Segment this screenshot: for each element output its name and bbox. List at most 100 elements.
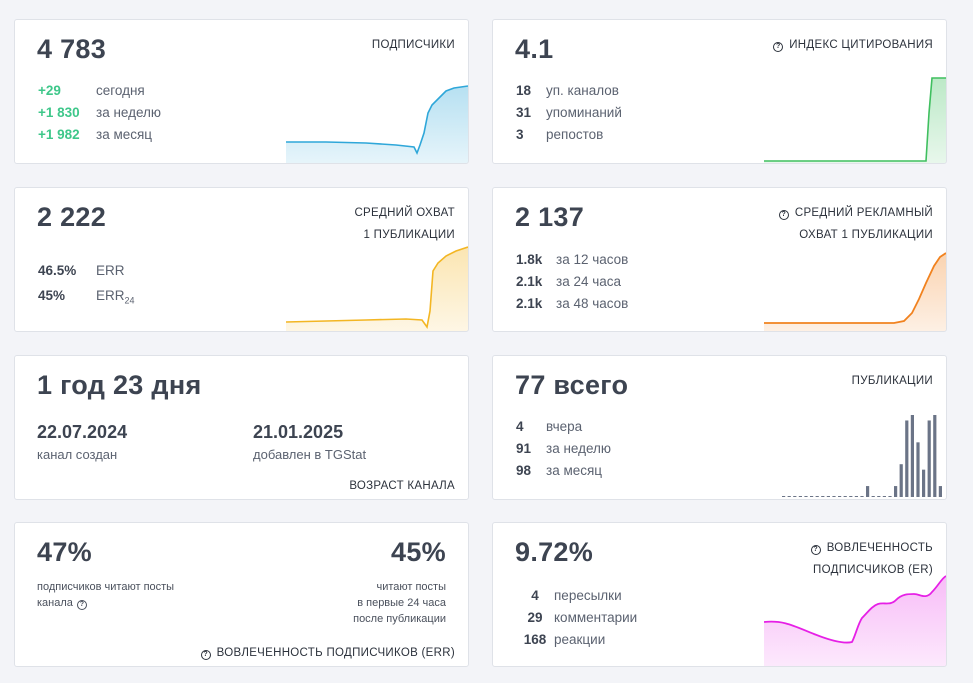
stat-comments: 29 комментарии xyxy=(516,607,637,629)
ad-reach-card[interactable]: 2 137 ? СРЕДНИЙ РЕКЛАМНЫЙ ОХВАТ 1 ПУБЛИКАЦ… xyxy=(492,187,947,332)
citation-index-card[interactable]: 4.1 ? ИНДЕКС ЦИТИРОВАНИЯ 18 уп. каналов 31… xyxy=(492,19,947,164)
publication-bar xyxy=(782,496,786,497)
stat-12h: 1.8k за 12 часов xyxy=(516,249,628,271)
stat-48h: 2.1k за 48 часов xyxy=(516,293,628,315)
publication-bar xyxy=(860,496,864,497)
subscribers-sparkline xyxy=(286,85,468,163)
stat-label: за месяц xyxy=(546,463,603,478)
err-card[interactable]: 47% 45% подписчиков читают посты канала? … xyxy=(14,522,469,667)
publication-bar xyxy=(905,420,909,497)
stat-value: 46.5% xyxy=(38,263,77,278)
publication-bar xyxy=(910,415,914,497)
stat-value: 18 xyxy=(516,83,532,98)
err-left-value: 47% xyxy=(37,537,92,567)
stat-value: 4 xyxy=(531,588,539,603)
stat-label: ERR24 xyxy=(96,288,135,306)
publication-bar xyxy=(787,496,791,497)
subscribers-count: 4 783 xyxy=(37,34,107,64)
stat-label: репостов xyxy=(546,127,604,142)
stat-label: за месяц xyxy=(96,127,153,142)
publication-bar xyxy=(843,496,847,497)
stat-value: 2.1k xyxy=(516,274,543,289)
publication-bar xyxy=(894,486,898,497)
stat-week: 91 за неделю xyxy=(516,438,611,460)
stat-value: 31 xyxy=(516,105,532,120)
added-date: 21.01.2025 xyxy=(253,422,344,442)
publication-bar xyxy=(804,496,808,497)
stat-value: 168 xyxy=(523,632,547,647)
stat-channels: 18 уп. каналов xyxy=(516,80,619,102)
err-right-text: читают посты в первые 24 часа после публик… xyxy=(353,581,446,625)
publication-bar xyxy=(838,496,842,497)
created-label: канал создан xyxy=(37,447,118,462)
help-icon[interactable]: ? xyxy=(778,210,789,220)
engagement-card[interactable]: 9.72% ? ВОВЛЕЧЕННОСТЬ ПОДПИСЧИКОВ (ER) 4 пе… xyxy=(492,522,947,667)
publication-bar xyxy=(871,496,875,497)
citation-caption: ? ИНДЕКС ЦИТИРОВАНИЯ xyxy=(773,34,933,56)
stat-value: 98 xyxy=(516,463,532,478)
publication-bar xyxy=(810,496,814,497)
stat-label: пересылки xyxy=(554,588,622,603)
stat-label: за неделю xyxy=(546,441,612,456)
stat-week: +1 830 за неделю xyxy=(38,102,161,124)
stat-reactions: 168 реакции xyxy=(516,629,606,651)
stat-label: за 24 часа xyxy=(556,274,622,289)
publication-bar xyxy=(927,420,931,497)
help-icon[interactable]: ? xyxy=(773,42,784,52)
publications-card[interactable]: 77 всего ПУБЛИКАЦИИ 4 вчера 91 за неделю 9… xyxy=(492,355,947,500)
err-left-text: подписчиков читают посты канала? xyxy=(37,581,175,610)
subscribers-card[interactable]: 4 783 ПОДПИСЧИКИ +29 сегодня +1 830 за нед… xyxy=(14,19,469,164)
subscribers-caption: ПОДПИСЧИКИ xyxy=(371,39,455,51)
stat-value: +29 xyxy=(38,83,61,98)
stat-value: 4 xyxy=(516,419,524,434)
publication-bar xyxy=(933,415,937,497)
age-caption: ВОЗРАСТ КАНАЛА xyxy=(349,480,455,492)
publications-caption: ПУБЛИКАЦИИ xyxy=(851,375,933,387)
created-date: 22.07.2024 xyxy=(37,422,128,442)
publications-total: 77 всего xyxy=(515,370,629,400)
stat-month: +1 982 за месяц xyxy=(38,124,152,146)
stat-value: 2.1k xyxy=(516,296,543,311)
publication-bar xyxy=(854,496,858,497)
engagement-value: 9.72% xyxy=(515,537,594,567)
ad-reach-caption: ? СРЕДНИЙ РЕКЛАМНЫЙ ОХВАТ 1 ПУБЛИКАЦИИ xyxy=(778,202,933,246)
stat-forwards: 4 пересылки xyxy=(516,585,622,607)
stat-label: вчера xyxy=(546,419,583,434)
engagement-sparkline xyxy=(764,575,946,666)
stat-value: 1.8k xyxy=(516,252,543,267)
publication-bar xyxy=(916,442,920,497)
stat-reposts: 3 репостов xyxy=(516,124,603,146)
help-icon[interactable]: ? xyxy=(810,545,821,555)
stat-label: за неделю xyxy=(96,105,162,120)
stat-label: комментарии xyxy=(554,610,638,625)
publication-bar xyxy=(798,496,802,497)
engagement-caption: ? ВОВЛЕЧЕННОСТЬ ПОДПИСЧИКОВ (ER) xyxy=(810,537,933,581)
channel-age-card[interactable]: 1 год 23 дня 22.07.2024 канал создан 21.… xyxy=(14,355,469,500)
stat-value: 45% xyxy=(38,288,66,303)
stat-label: за 48 часов xyxy=(556,296,629,311)
stat-24h: 2.1k за 24 часа xyxy=(516,271,621,293)
help-icon[interactable]: ? xyxy=(76,600,87,610)
publications-bar-chart xyxy=(782,415,942,497)
ad-reach-value: 2 137 xyxy=(515,202,585,232)
err-right-value: 45% xyxy=(391,537,446,567)
stat-label: реакции xyxy=(554,632,606,647)
stat-label: уп. каналов xyxy=(546,83,619,98)
publication-bar xyxy=(922,469,926,497)
publication-bar xyxy=(882,496,886,497)
reach-sparkline xyxy=(286,246,468,331)
stat-label: за 12 часов xyxy=(556,252,629,267)
publication-bar xyxy=(866,486,870,497)
average-reach-value: 2 222 xyxy=(37,202,107,232)
help-icon[interactable]: ? xyxy=(200,650,211,660)
stat-month: 98 за месяц xyxy=(516,460,602,482)
stat-yesterday: 4 вчера xyxy=(516,416,582,438)
average-reach-card[interactable]: 2 222 СРЕДНИЙ ОХВАТ 1 ПУБЛИКАЦИИ 46.5% ERR… xyxy=(14,187,469,332)
publication-bar xyxy=(832,496,836,497)
publication-bar xyxy=(826,496,830,497)
stat-label: упоминаний xyxy=(546,105,622,120)
err-caption: ? ВОВЛЕЧЕННОСТЬ ПОДПИСЧИКОВ (ERR) xyxy=(200,642,455,664)
channel-age-value: 1 год 23 дня xyxy=(37,370,202,400)
publication-bar xyxy=(815,496,819,497)
stat-err24: 45% ERR24 xyxy=(38,285,135,312)
